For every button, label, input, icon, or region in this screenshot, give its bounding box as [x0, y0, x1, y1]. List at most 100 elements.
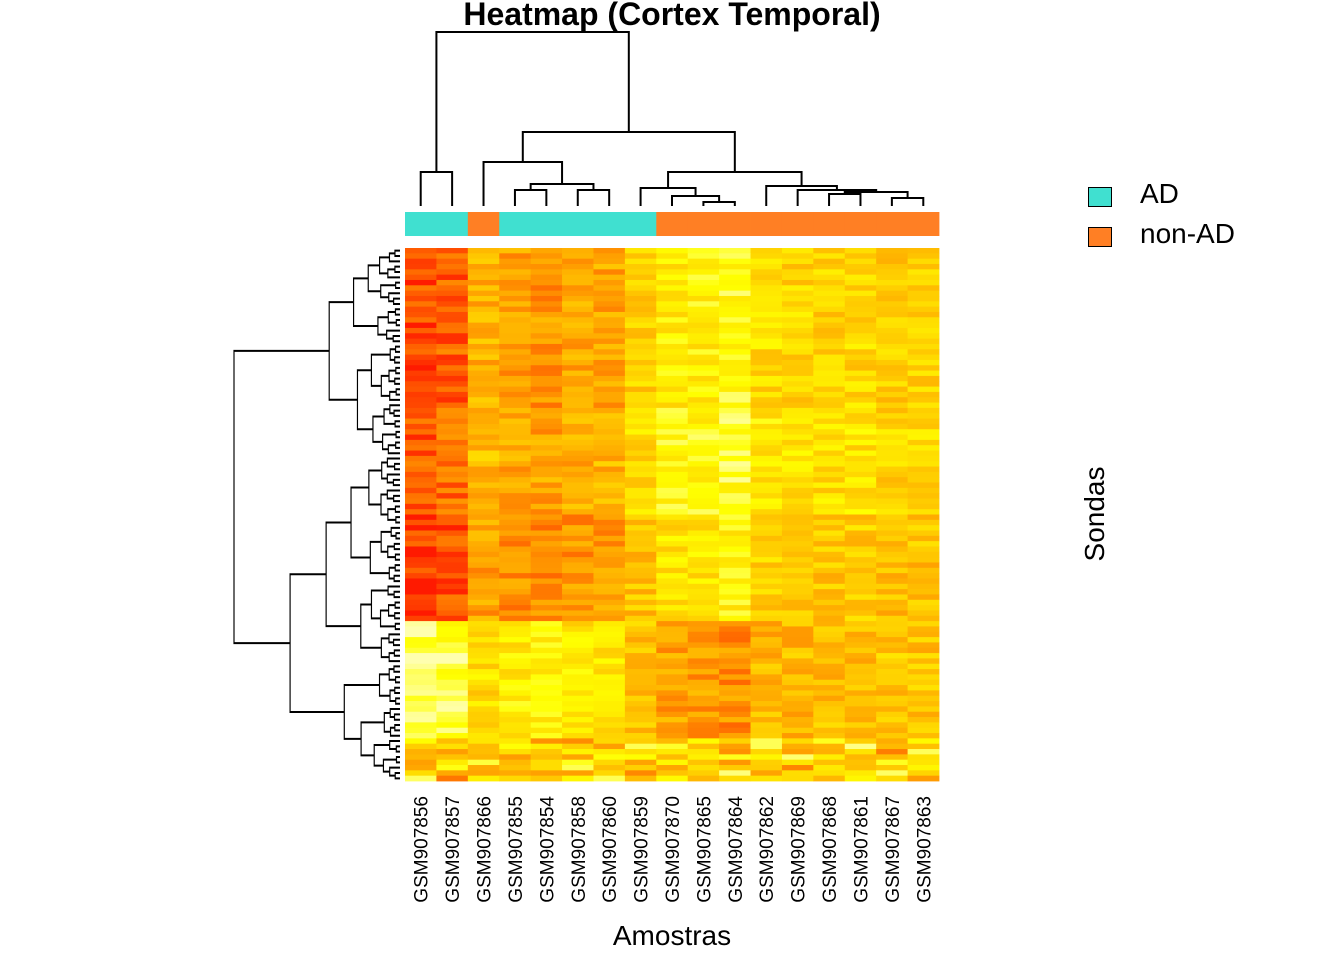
column-dendrogram-branch — [521, 131, 736, 172]
heatmap-cell — [719, 503, 751, 510]
heatmap-cell — [499, 445, 532, 451]
heatmap-cell — [750, 589, 783, 595]
heatmap-cell — [750, 429, 783, 435]
heatmap-cell — [844, 775, 877, 782]
heatmap-cell — [719, 647, 751, 654]
heatmap-cell — [436, 274, 469, 281]
row-dendrogram-branch — [379, 609, 396, 628]
heatmap-cell — [907, 663, 940, 670]
heatmap-cell — [562, 567, 594, 574]
heatmap-cell — [499, 498, 532, 505]
heatmap-cell — [844, 354, 877, 361]
row-dendrogram-branch — [386, 457, 400, 468]
heatmap-cell — [656, 359, 689, 366]
heatmap-cell — [405, 333, 437, 340]
heatmap-cell — [405, 248, 437, 254]
heatmap-cell — [719, 391, 751, 398]
heatmap-cell — [562, 541, 594, 547]
heatmap-cell — [593, 466, 626, 473]
heatmap-cell — [562, 349, 594, 355]
heatmap-cell — [687, 519, 720, 526]
heatmap-cell — [687, 631, 720, 638]
heatmap-cell — [593, 290, 626, 297]
heatmap-cell — [405, 514, 437, 521]
heatmap-cell — [750, 727, 783, 734]
heatmap-cell — [405, 258, 437, 265]
heatmap-cell — [499, 402, 532, 409]
heatmap-cell — [907, 402, 940, 409]
heatmap-cell — [687, 306, 720, 313]
heatmap-cell — [436, 258, 469, 265]
heatmap-cell — [876, 477, 908, 483]
heatmap-cell — [907, 445, 940, 451]
heatmap-cell — [781, 418, 814, 425]
heatmap-cell — [687, 701, 720, 707]
heatmap-cell — [844, 679, 877, 686]
heatmap-cell — [687, 354, 720, 361]
row-dendrogram-branch — [393, 494, 400, 503]
heatmap-cell — [844, 535, 877, 542]
heatmap-cell — [750, 610, 783, 617]
heatmap-cell — [562, 445, 594, 451]
heatmap-cell — [467, 471, 500, 478]
heatmap-cell — [624, 338, 657, 345]
row-dendrogram-branch — [370, 589, 389, 620]
heatmap-cell — [907, 461, 940, 467]
heatmap-cell — [907, 711, 940, 718]
heatmap-cell — [813, 583, 846, 590]
heatmap-cell — [813, 610, 846, 617]
heatmap-cell — [562, 525, 594, 531]
heatmap-cell — [593, 557, 626, 563]
heatmap-cell — [562, 642, 594, 649]
heatmap-cell — [530, 466, 563, 473]
heatmap-cell — [781, 402, 814, 409]
heatmap-cell — [813, 306, 846, 313]
heatmap-cell — [813, 551, 846, 558]
heatmap-cell — [593, 599, 626, 606]
heatmap-cell — [813, 397, 846, 403]
heatmap-cell — [844, 317, 877, 324]
heatmap-cell — [844, 541, 877, 547]
heatmap-cell — [436, 754, 469, 761]
heatmap-cell — [876, 493, 908, 499]
row-dendrogram-branch — [382, 758, 397, 773]
heatmap-cell — [436, 535, 469, 542]
heatmap-cell — [562, 711, 594, 718]
heatmap-cell — [844, 599, 877, 606]
heatmap-cell — [656, 311, 689, 318]
heatmap-cell — [876, 733, 908, 739]
heatmap-cell — [624, 509, 657, 515]
heatmap-cell — [499, 370, 532, 377]
heatmap-cell — [405, 541, 437, 547]
heatmap-cell — [813, 706, 846, 713]
heatmap-cell — [530, 274, 563, 281]
row-dendrogram-branch — [389, 740, 400, 751]
heatmap-cell — [719, 413, 751, 419]
heatmap-cell — [467, 530, 500, 537]
heatmap-cell — [467, 263, 500, 270]
heatmap-cell — [499, 637, 532, 643]
heatmap-cell — [436, 701, 469, 707]
heatmap-cell — [624, 487, 657, 494]
heatmap-cell — [530, 599, 563, 606]
heatmap-cell — [687, 679, 720, 686]
heatmap-cell — [813, 482, 846, 489]
heatmap-cell — [876, 594, 908, 601]
heatmap-cell — [467, 674, 500, 681]
heatmap-cell — [656, 461, 689, 467]
heatmap-cell — [467, 695, 500, 702]
row-dendrogram-branch — [381, 461, 388, 480]
heatmap-cell — [436, 413, 469, 419]
column-label: GSM907870 — [663, 796, 684, 903]
heatmap-cell — [405, 706, 437, 713]
heatmap-cell — [436, 306, 469, 313]
heatmap-cell — [750, 647, 783, 654]
heatmap-cell — [499, 509, 532, 515]
heatmap-cell — [593, 722, 626, 729]
heatmap-cell — [499, 551, 532, 558]
heatmap-cell — [750, 477, 783, 483]
column-group-bar — [876, 212, 908, 236]
heatmap-cell — [844, 413, 877, 419]
heatmap-cell — [436, 743, 469, 750]
heatmap-cell — [813, 322, 846, 329]
